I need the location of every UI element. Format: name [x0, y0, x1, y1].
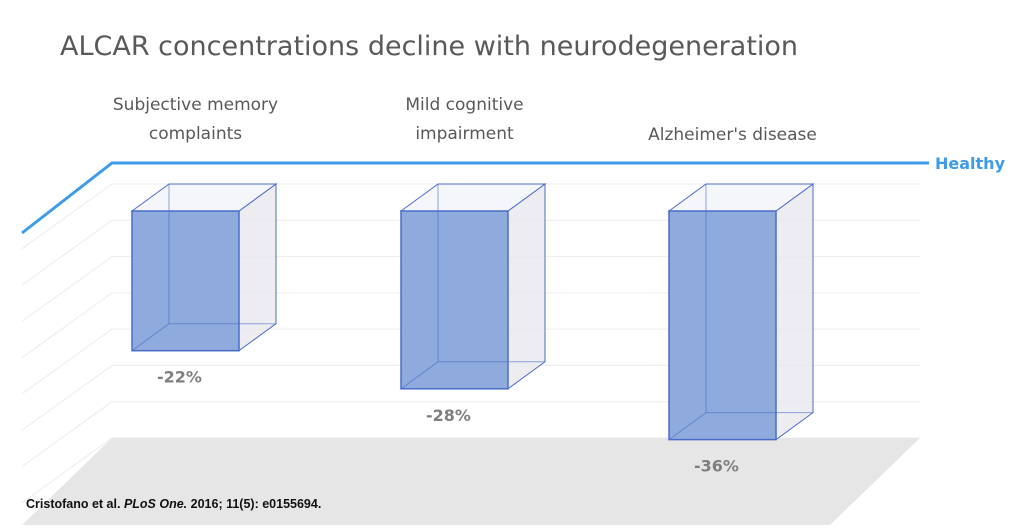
chart-floor	[22, 438, 920, 525]
bar-value-label: -36%	[694, 457, 739, 476]
bar-side-face	[507, 183, 546, 390]
side-gridline	[21, 183, 113, 250]
bar-front-face	[131, 210, 240, 352]
citation-journal: PLoS One.	[123, 497, 188, 511]
bar-depth-edge	[400, 361, 439, 390]
category-label: complaints	[149, 124, 242, 144]
healthy-label: Healthy	[935, 154, 1006, 173]
bar-value-label: -28%	[426, 406, 471, 425]
bar-side-face	[775, 183, 814, 441]
healthy-line	[21, 161, 929, 235]
bar-side-face	[238, 183, 277, 352]
category-label: Subjective memory	[113, 95, 278, 115]
bar-depth-edge	[668, 412, 707, 441]
bar-depth-edge	[131, 323, 170, 352]
category-label: Mild cognitive	[405, 95, 523, 115]
category-label: Alzheimer's disease	[648, 125, 817, 145]
citation-authors: Cristofano et al.	[26, 497, 121, 511]
bar-front-face	[668, 210, 777, 441]
bar-3	[667, 183, 815, 441]
side-gridline	[21, 437, 113, 504]
chart-title: ALCAR concentrations decline with neurod…	[60, 31, 798, 62]
bar-value-label: -22%	[157, 368, 202, 387]
citation-details: 2016; 11(5): e0155694.	[190, 497, 322, 511]
bar-1	[130, 183, 278, 352]
side-gridline	[21, 401, 113, 467]
side-gridline	[21, 365, 113, 431]
side-gridline	[21, 219, 113, 286]
side-gridline	[21, 328, 113, 395]
bar-front-face	[400, 210, 509, 390]
bar-2	[399, 183, 547, 390]
side-gridline	[21, 256, 113, 322]
citation: Cristofano et al. PLoS One. 2016; 11(5):…	[26, 497, 321, 511]
chart-plot-area: Healthy -22% Subjective memory complaints -2…	[21, 95, 1006, 525]
side-gridline	[21, 292, 113, 359]
category-label: impairment	[415, 124, 514, 144]
